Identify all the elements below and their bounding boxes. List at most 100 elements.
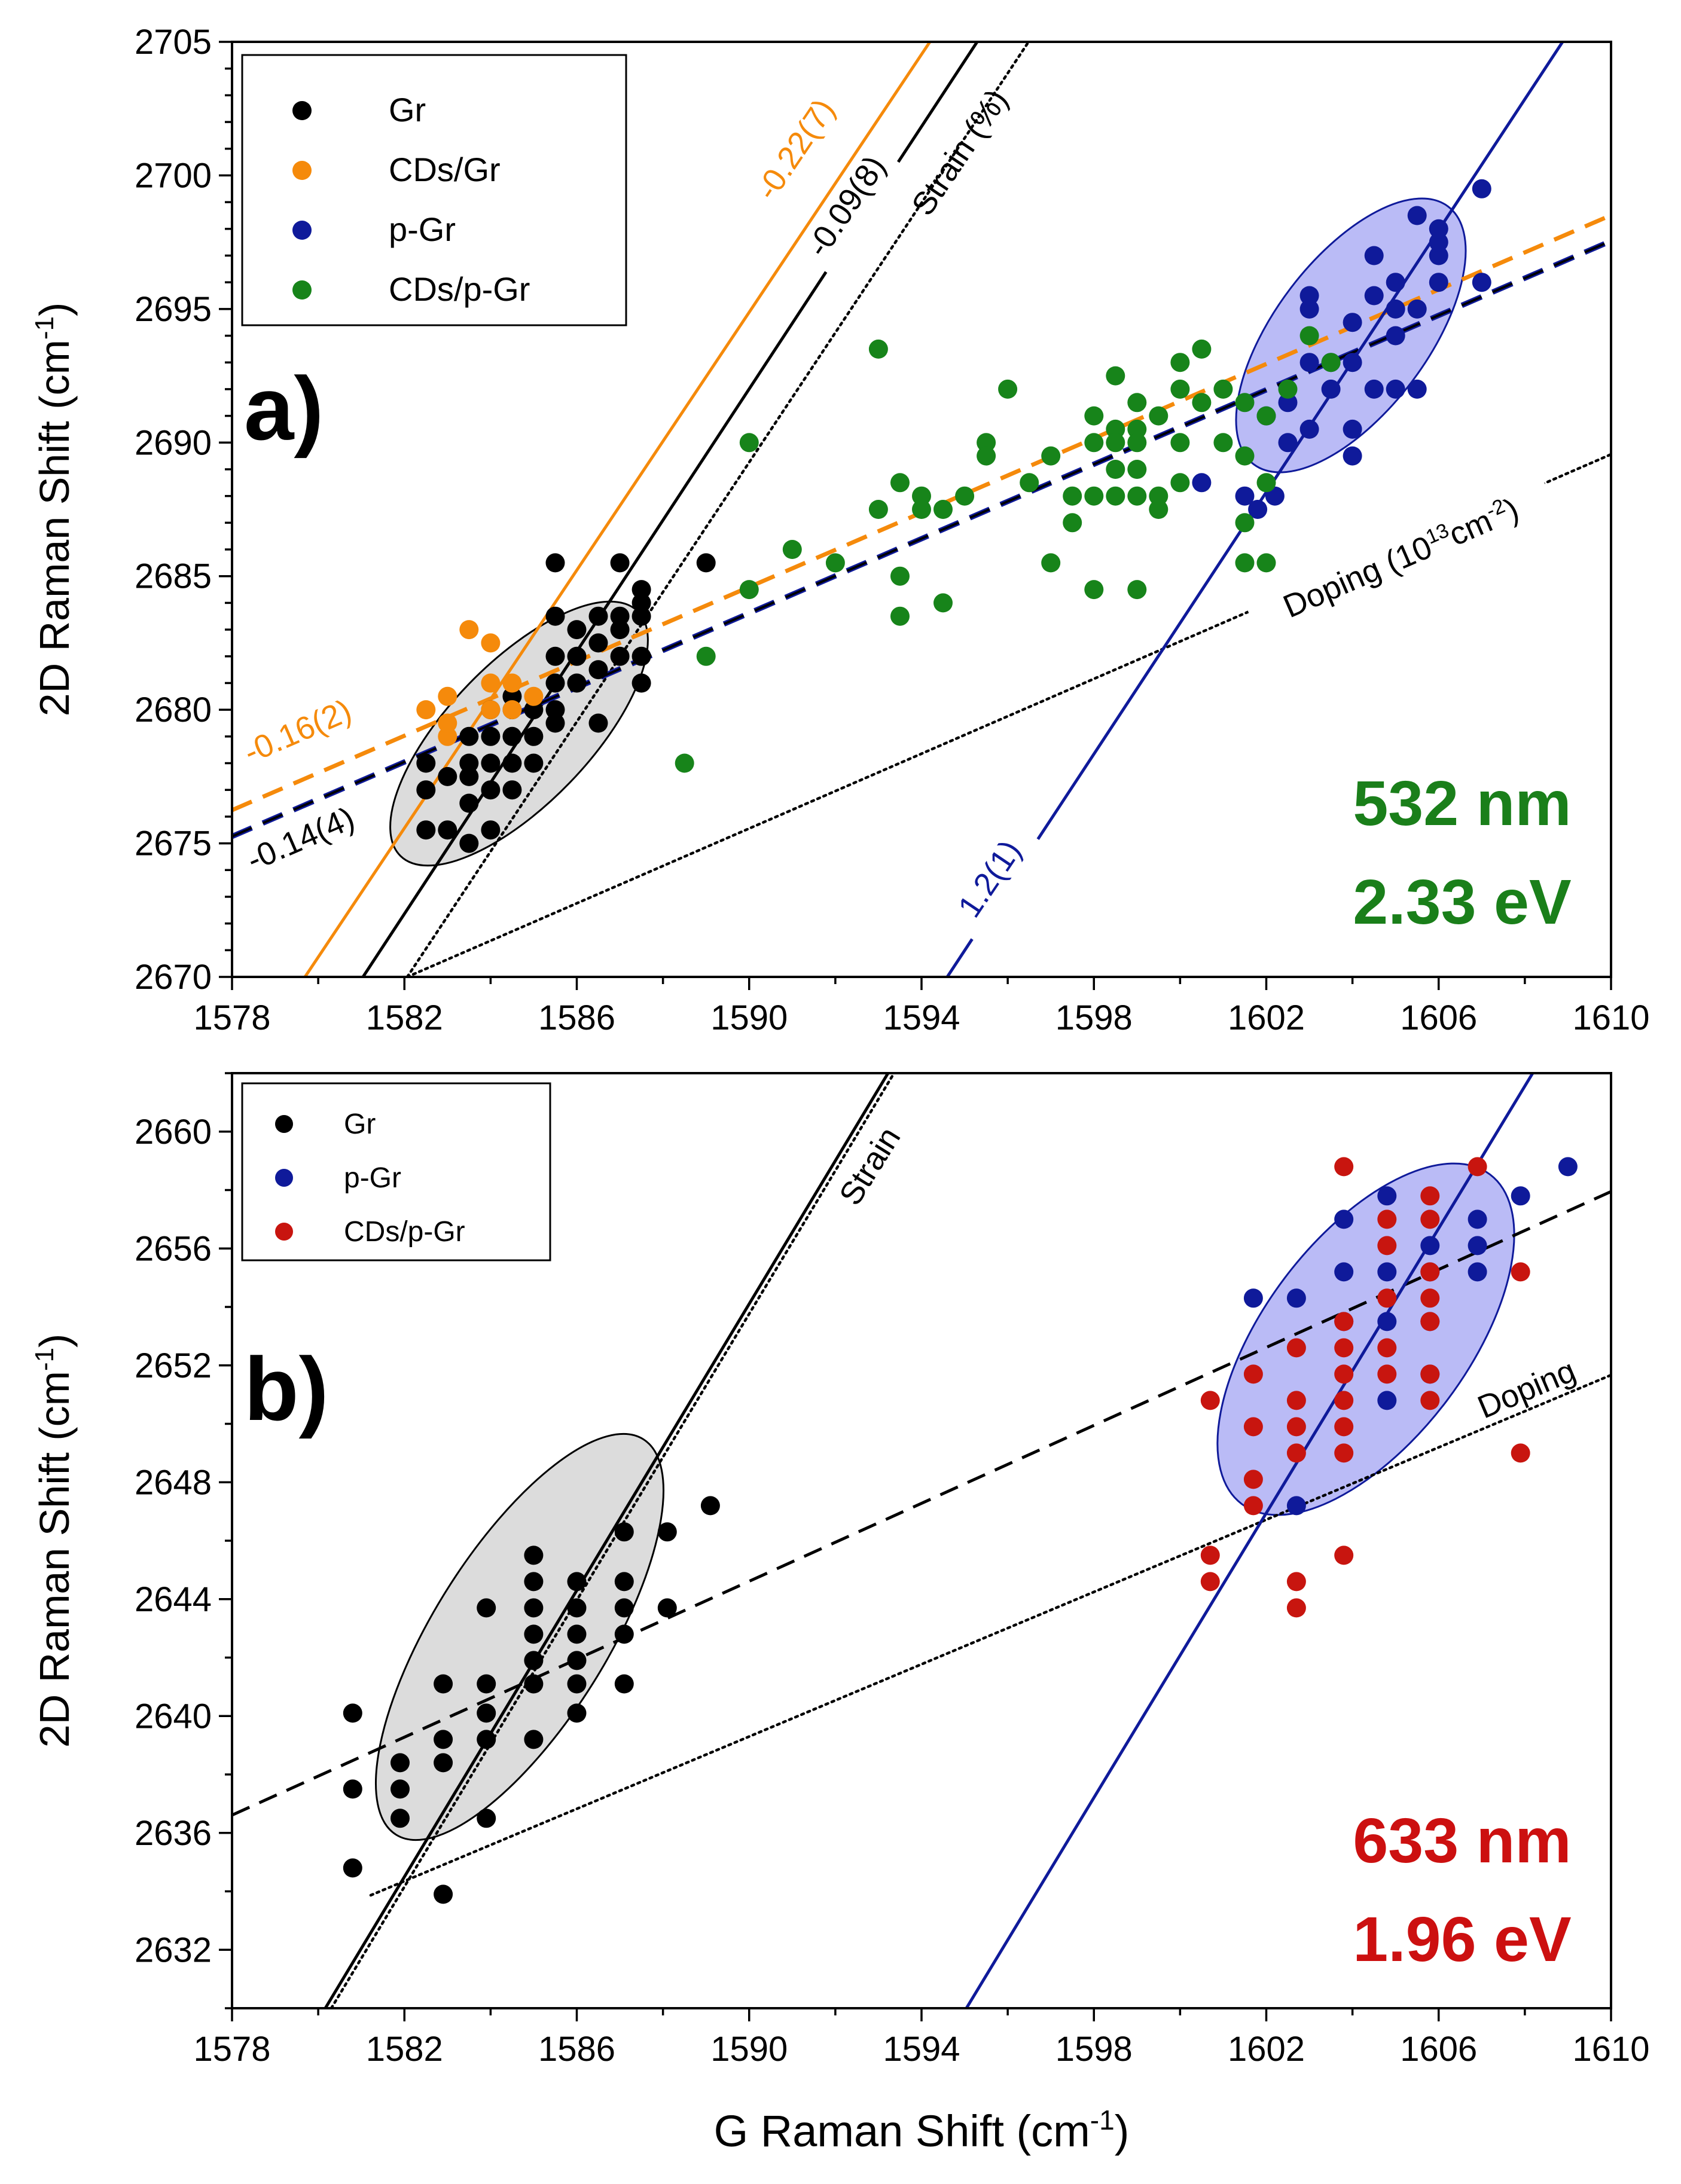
y-tick-label: 2670	[135, 958, 212, 997]
strain-axis-line-b	[330, 1073, 896, 2008]
point-b-cds-p-gr-25	[1377, 1209, 1397, 1229]
point-b-p-gr-15	[1468, 1236, 1487, 1256]
point-a-p-gr-32	[1472, 179, 1491, 198]
x-tick-label: 1610	[1572, 998, 1649, 1037]
point-b-cds-p-gr-34	[1511, 1443, 1530, 1463]
y-tick-label: 2685	[135, 557, 212, 596]
point-a-cds-p-gr-21	[1041, 553, 1061, 573]
point-a-cds-gr-1	[438, 726, 457, 746]
point-b-cds-p-gr-18	[1334, 1338, 1354, 1358]
point-b-cds-p-gr-11	[1286, 1391, 1306, 1410]
x-tick-label: 1590	[710, 998, 788, 1037]
legend-b-p-gr-marker	[275, 1169, 293, 1187]
point-a-cds-p-gr-23	[1063, 513, 1082, 533]
point-a-cds-p-gr-47	[1192, 393, 1212, 413]
point-a-cds-p-gr-31	[1106, 460, 1125, 479]
point-b-cds-p-gr-0	[1200, 1572, 1220, 1592]
point-a-gr-4	[438, 766, 457, 786]
point-b-gr-29	[614, 1624, 634, 1644]
point-a-gr-39	[610, 553, 630, 573]
point-a-gr-26	[545, 646, 565, 666]
point-a-p-gr-18	[1364, 286, 1384, 306]
label-bg-navy-intercept	[237, 802, 367, 884]
point-a-cds-p-gr-39	[1149, 406, 1169, 426]
point-a-gr-11	[481, 780, 501, 800]
point-a-cds-p-gr-49	[1213, 433, 1233, 453]
point-a-cds-p-gr-9	[890, 566, 910, 586]
point-a-gr-16	[502, 753, 522, 773]
point-a-p-gr-6	[1278, 393, 1298, 413]
point-b-cds-p-gr-16	[1334, 1391, 1354, 1410]
point-b-gr-10	[477, 1809, 496, 1828]
point-b-p-gr-1	[1286, 1496, 1306, 1516]
panel-a-legend-box	[241, 54, 627, 326]
point-b-p-gr-5	[1334, 1209, 1354, 1229]
point-a-cds-gr-8	[502, 700, 522, 720]
point-b-p-gr-7	[1377, 1312, 1397, 1331]
point-b-cds-p-gr-33	[1468, 1157, 1487, 1177]
panel-b-x-tick-labels: 1578 1582 1586 1590 1594 1598 1602 1606 1610	[193, 2030, 1649, 2069]
point-a-cds-p-gr-55	[1256, 553, 1276, 573]
point-a-cds-p-gr-27	[1084, 580, 1104, 600]
fit-line-orange-steep	[303, 42, 932, 977]
label-strain-percent: Strain (%)	[905, 83, 1015, 222]
x-tick-label: 1594	[883, 998, 960, 1037]
point-b-gr-35	[700, 1496, 720, 1516]
point-a-cds-p-gr-1	[696, 646, 716, 666]
point-a-p-gr-14	[1343, 419, 1362, 439]
panel-a: -0.22(7) -0.09(8) Strain (%) Doping (101…	[30, 23, 1650, 1037]
point-b-gr-2	[343, 1703, 362, 1723]
point-a-p-gr-1	[1235, 486, 1255, 506]
point-a-p-gr-30	[1429, 219, 1448, 239]
point-b-gr-30	[614, 1598, 634, 1618]
x-tick-label: 1606	[1400, 2030, 1477, 2069]
point-a-gr-20	[524, 753, 544, 773]
point-a-gr-41	[631, 646, 651, 666]
x-tick-label: 1594	[883, 2030, 960, 2069]
point-a-p-gr-24	[1407, 379, 1427, 399]
point-a-gr-6	[459, 793, 479, 813]
x-tick-label: 1598	[1055, 2030, 1133, 2069]
point-b-p-gr-0	[1243, 1288, 1263, 1308]
point-b-cds-p-gr-5	[1243, 1417, 1263, 1437]
point-b-cds-p-gr-1	[1200, 1545, 1220, 1565]
point-a-p-gr-20	[1386, 379, 1405, 399]
point-a-cds-p-gr-28	[1106, 366, 1125, 386]
point-a-p-gr-21	[1386, 326, 1405, 346]
point-a-p-gr-28	[1429, 246, 1448, 265]
point-a-p-gr-19	[1364, 246, 1384, 265]
point-a-cds-gr-0	[416, 700, 436, 720]
point-b-cds-p-gr-6	[1243, 1364, 1263, 1384]
point-b-cds-p-gr-7	[1286, 1598, 1306, 1618]
point-a-cds-gr-9	[502, 673, 522, 693]
point-b-gr-34	[657, 1522, 677, 1542]
panel-b-wavelength: 633 nm	[1353, 1806, 1571, 1876]
label-orange-intercept: -0.16(2)	[239, 692, 356, 770]
point-a-cds-p-gr-4	[782, 540, 802, 559]
point-b-gr-18	[524, 1624, 544, 1644]
panel-a-points	[416, 179, 1491, 853]
point-b-gr-13	[477, 1674, 496, 1694]
label-doping-b: Doping	[1472, 1352, 1581, 1425]
legend-a-cds-gr-marker	[292, 161, 312, 180]
point-a-cds-p-gr-41	[1149, 500, 1169, 519]
point-b-gr-4	[390, 1779, 410, 1799]
point-a-gr-10	[481, 820, 501, 840]
point-a-cds-gr-3	[438, 686, 457, 706]
p-gr-cluster-ellipse-b	[1216, 1162, 1515, 1516]
point-b-p-gr-8	[1377, 1262, 1397, 1282]
point-a-cds-p-gr-19	[1020, 473, 1039, 493]
point-a-cds-p-gr-18	[998, 379, 1018, 399]
panel-b-plot-area	[232, 1073, 1611, 2008]
point-a-cds-p-gr-25	[1084, 433, 1104, 453]
y-tick-label: 2700	[135, 156, 212, 195]
panel-a-energy: 2.33 eV	[1353, 867, 1571, 937]
point-b-gr-5	[390, 1753, 410, 1773]
legend-a-cds-gr-label: CDs/Gr	[389, 151, 501, 188]
x-tick-label: 1602	[1228, 998, 1305, 1037]
point-b-gr-3	[390, 1809, 410, 1828]
legend-a-gr-marker	[292, 101, 312, 120]
point-b-gr-19	[524, 1598, 544, 1618]
point-a-cds-p-gr-52	[1235, 513, 1255, 533]
point-a-gr-38	[610, 606, 630, 626]
